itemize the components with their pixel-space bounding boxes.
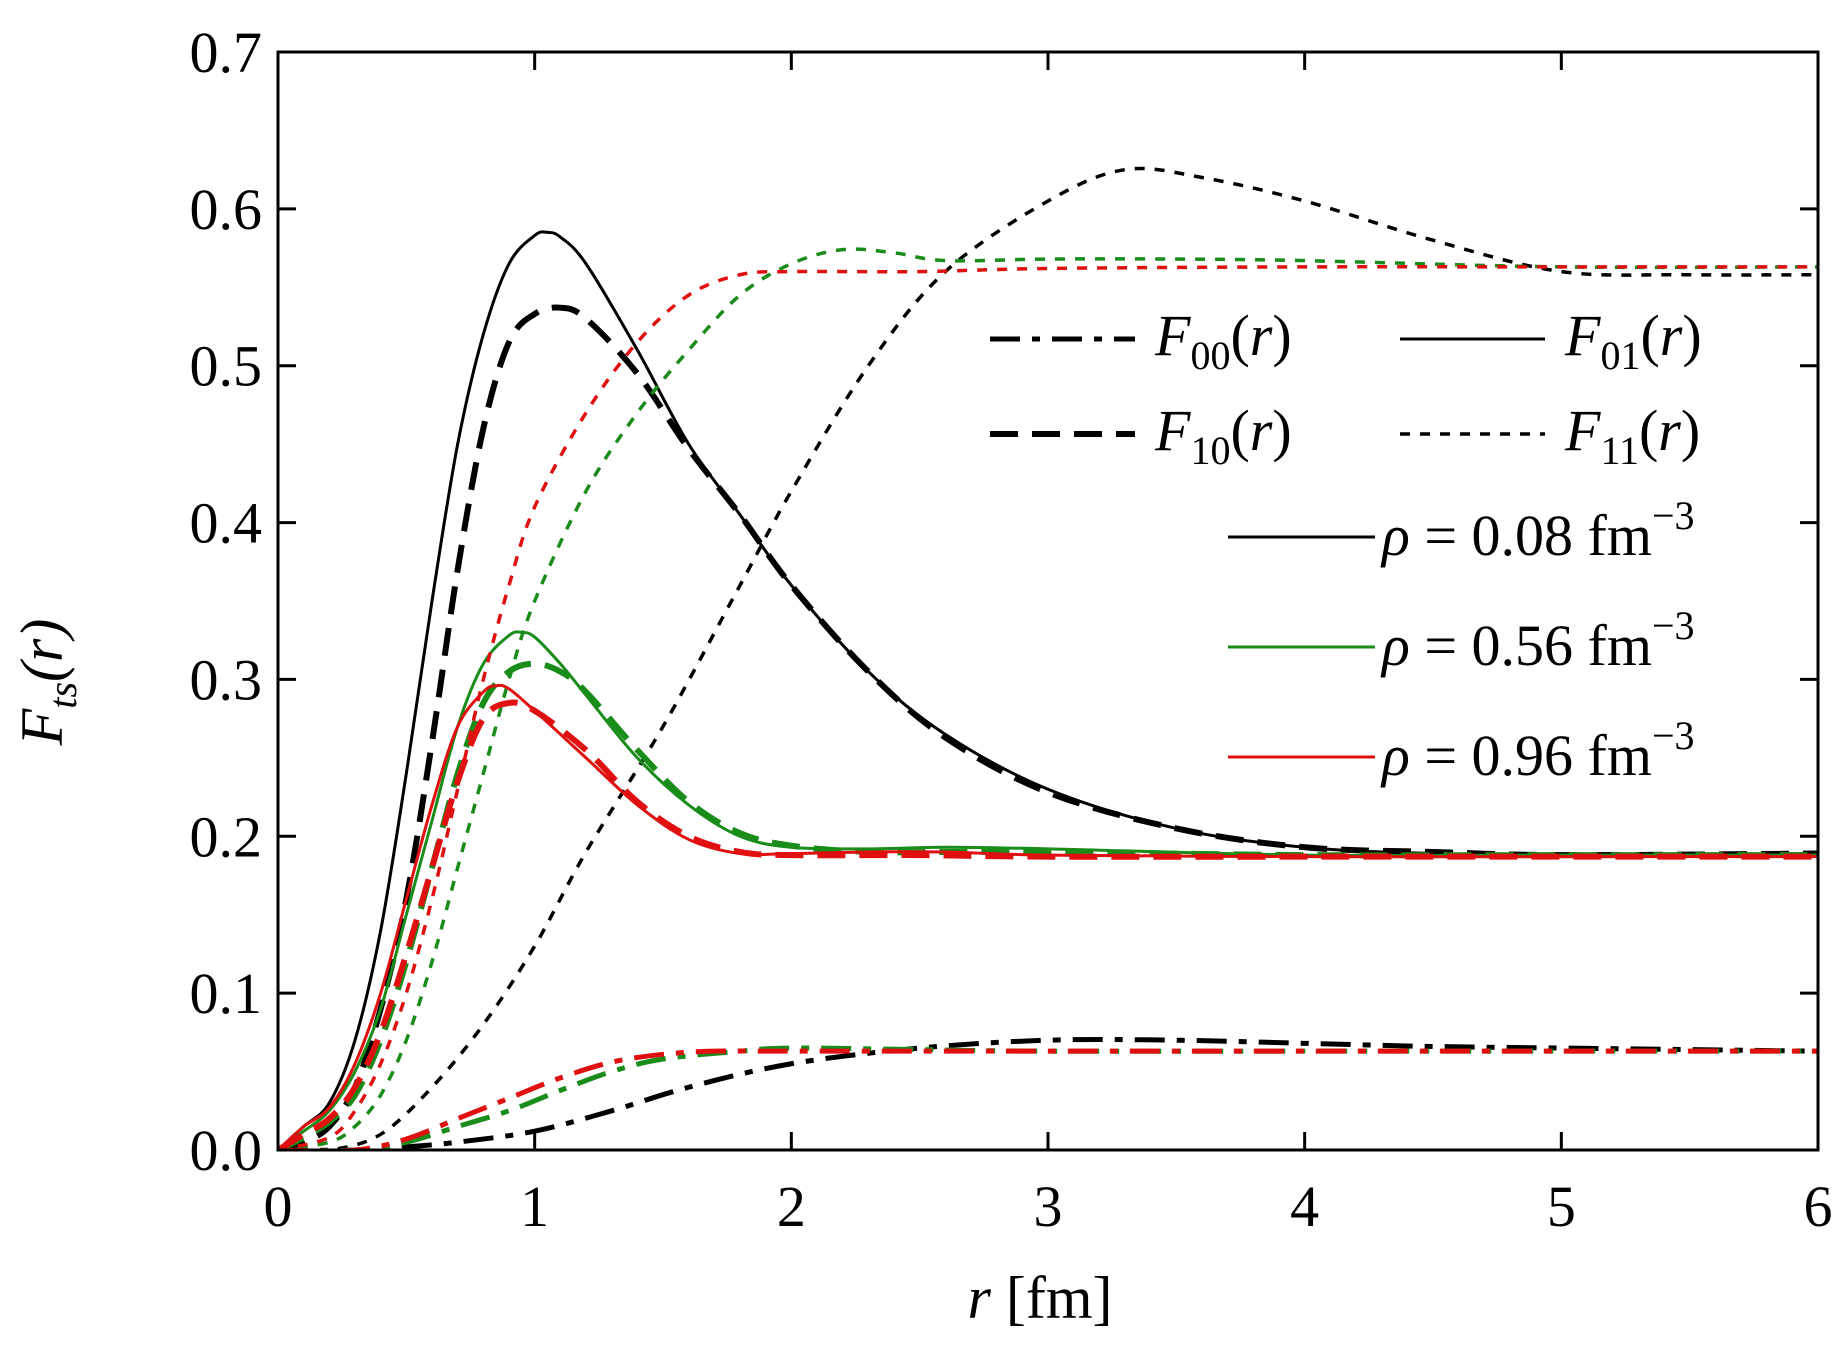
y-axis-label-text: Fts(r) (9, 619, 85, 747)
x-tick-label: 0 (264, 1174, 293, 1239)
x-tick-label: 5 (1547, 1174, 1576, 1239)
legend-label-rho-056: ρ = 0.56 fm−3 (1380, 603, 1695, 678)
legend-label-f00: F00(r) (1154, 303, 1292, 378)
series-layer (278, 166, 1818, 1150)
legend-label-f01: F01(r) (1564, 303, 1702, 378)
x-tick-label: 2 (777, 1174, 806, 1239)
series-line-f11-rho-008 (278, 166, 1818, 1150)
series-line-f11-rho-056 (278, 247, 1818, 1150)
series-line-f10-rho-008 (278, 304, 1818, 1150)
x-tick-label: 6 (1804, 1174, 1833, 1239)
series-line-f01-rho-096 (278, 683, 1818, 1150)
series-line-f10-rho-096 (278, 699, 1818, 1150)
series-line-f00-rho-056 (278, 1045, 1818, 1150)
series-line-f01-rho-008 (278, 230, 1818, 1150)
series-group (278, 166, 1818, 1150)
x-tick-label: 3 (1034, 1174, 1063, 1239)
x-axis-label: r [fm] (968, 1265, 1113, 1331)
legend-label-rho-096: ρ = 0.96 fm−3 (1380, 713, 1695, 788)
y-tick-label: 0.2 (190, 804, 263, 869)
y-tick-label: 0.0 (190, 1118, 263, 1183)
y-tick-label: 0.1 (190, 961, 263, 1026)
legend-label-f10: F10(r) (1154, 398, 1292, 473)
x-tick-label: 1 (520, 1174, 549, 1239)
y-axis-label: Fts(r) (9, 619, 85, 747)
series-line-f11-rho-096 (278, 265, 1818, 1150)
legend: F00(r) F01(r) F10(r) F11(r) ρ = 0.08 fm−3 ρ =… (990, 303, 1702, 788)
y-tick-label: 0.5 (190, 334, 263, 399)
series-line-f00-rho-008 (278, 1036, 1818, 1150)
y-tick-label: 0.3 (190, 647, 263, 712)
y-tick-label: 0.6 (190, 177, 263, 242)
y-tick-label: 0.7 (190, 20, 263, 85)
y-tick-label: 0.4 (190, 491, 263, 556)
legend-label-f11: F11(r) (1564, 398, 1700, 473)
series-line-f00-rho-096 (278, 1048, 1818, 1150)
x-tick-label: 4 (1290, 1174, 1319, 1239)
legend-label-rho-008: ρ = 0.08 fm−3 (1380, 493, 1695, 568)
axes-layer: 0 1 2 3 4 5 6 0.0 0.1 0.2 0.3 0.4 0.5 0.6 0.7 (190, 20, 1833, 1239)
